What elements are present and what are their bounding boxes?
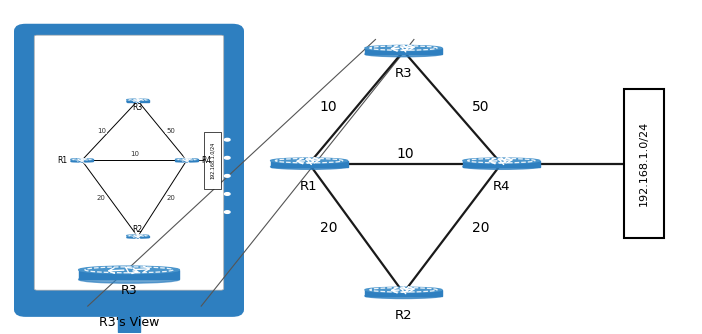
Ellipse shape: [270, 164, 347, 169]
Ellipse shape: [126, 237, 149, 238]
Text: 10: 10: [397, 147, 414, 161]
Ellipse shape: [365, 51, 442, 57]
Bar: [126, 236, 149, 237]
Bar: [270, 161, 347, 167]
Ellipse shape: [365, 293, 442, 299]
Circle shape: [225, 193, 230, 195]
Ellipse shape: [365, 45, 442, 51]
Text: 20: 20: [97, 195, 106, 201]
Text: R3: R3: [121, 284, 138, 297]
Bar: [176, 160, 198, 161]
FancyBboxPatch shape: [34, 35, 224, 290]
Text: 20: 20: [166, 195, 175, 201]
Ellipse shape: [463, 158, 540, 163]
Ellipse shape: [71, 159, 93, 160]
Text: 192.168.1.0/24: 192.168.1.0/24: [639, 121, 649, 206]
Ellipse shape: [126, 235, 149, 236]
Ellipse shape: [270, 158, 347, 163]
Ellipse shape: [365, 287, 442, 293]
Text: 10: 10: [130, 151, 139, 157]
FancyBboxPatch shape: [18, 27, 241, 313]
Bar: [71, 160, 93, 161]
Text: R3: R3: [395, 67, 412, 80]
Text: R4: R4: [493, 180, 510, 193]
Ellipse shape: [176, 159, 198, 160]
Text: 20: 20: [472, 221, 489, 235]
FancyBboxPatch shape: [204, 132, 221, 189]
Ellipse shape: [71, 161, 93, 162]
Circle shape: [225, 211, 230, 213]
Circle shape: [225, 156, 230, 159]
Text: R2: R2: [395, 309, 412, 322]
Text: R1: R1: [57, 156, 67, 165]
Text: R2: R2: [133, 225, 143, 234]
Bar: [126, 100, 149, 102]
Text: 20: 20: [319, 221, 337, 235]
Circle shape: [225, 138, 230, 141]
Text: 10: 10: [97, 128, 106, 134]
Ellipse shape: [176, 161, 198, 162]
Text: 192.168.1.0/24: 192.168.1.0/24: [210, 142, 215, 179]
Text: 10: 10: [319, 101, 337, 114]
Bar: [463, 161, 540, 167]
Circle shape: [225, 175, 230, 177]
Bar: [365, 48, 442, 54]
Text: 50: 50: [472, 101, 489, 114]
Bar: [365, 290, 442, 296]
Bar: [118, 309, 140, 332]
Bar: [79, 270, 179, 280]
FancyBboxPatch shape: [623, 89, 664, 238]
Text: R1: R1: [300, 180, 318, 193]
Text: 50: 50: [166, 128, 175, 134]
Ellipse shape: [126, 101, 149, 103]
Text: R3's View: R3's View: [99, 316, 159, 329]
Text: R3: R3: [133, 103, 143, 112]
Text: R4: R4: [201, 156, 211, 165]
Ellipse shape: [463, 164, 540, 169]
Ellipse shape: [79, 276, 179, 283]
Ellipse shape: [126, 99, 149, 101]
Ellipse shape: [79, 266, 179, 274]
